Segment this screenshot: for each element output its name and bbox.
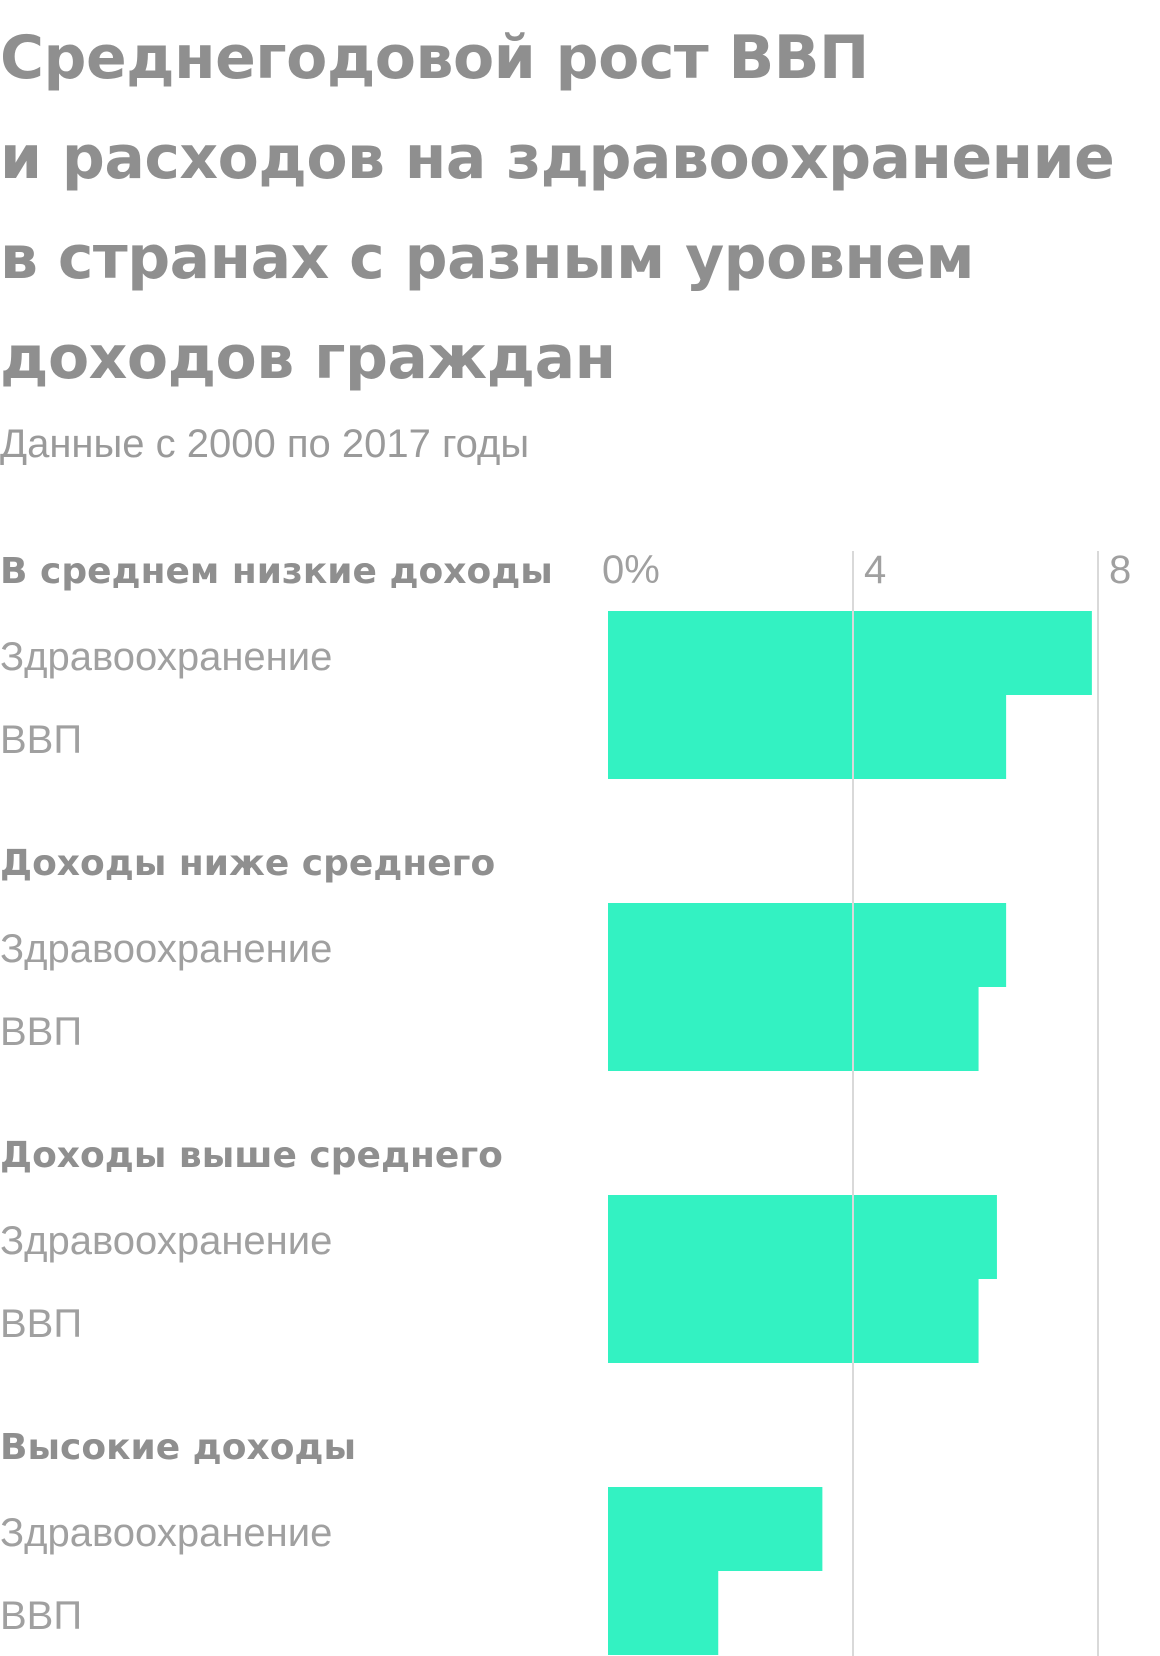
title-line-1: Среднегодовой рост ВВП [0,23,869,93]
title-line-2: и расходов на здравоохранение [0,123,1115,193]
x-tick-label: 8 [1109,548,1131,592]
row-label-healthcare: Здравоохранение [0,1511,332,1555]
bar-healthcare [608,1195,997,1279]
title-line-4: доходов граждан [0,323,616,393]
row-label-gdp: ВВП [0,1010,82,1054]
group-label: В среднем низкие доходы [0,551,553,592]
x-tick-label: 4 [864,548,886,592]
row-label-healthcare: Здравоохранение [0,635,332,679]
x-tick-label: 0% [602,548,660,592]
chart-subtitle: Данные с 2000 по 2017 годы [0,422,530,466]
bar-healthcare [608,1487,823,1571]
row-label-healthcare: Здравоохранение [0,1219,332,1263]
bar-gdp [608,1571,719,1655]
row-label-gdp: ВВП [0,718,82,762]
bar-healthcare [608,903,1007,987]
group-label: Доходы выше среднего [0,1135,503,1176]
bar-gdp [608,695,1007,779]
row-label-gdp: ВВП [0,1594,82,1638]
bar-gdp [608,987,979,1071]
group-label: Доходы ниже среднего [0,843,495,884]
chart-title: Среднегодовой рост ВВП и расходов на здр… [0,8,1150,408]
bar-gdp [608,1279,979,1363]
group-label: Высокие доходы [0,1427,356,1468]
row-label-healthcare: Здравоохранение [0,927,332,971]
bar-healthcare [608,611,1092,695]
row-label-gdp: ВВП [0,1302,82,1346]
title-line-3: в странах с разным уровнем [0,223,975,293]
